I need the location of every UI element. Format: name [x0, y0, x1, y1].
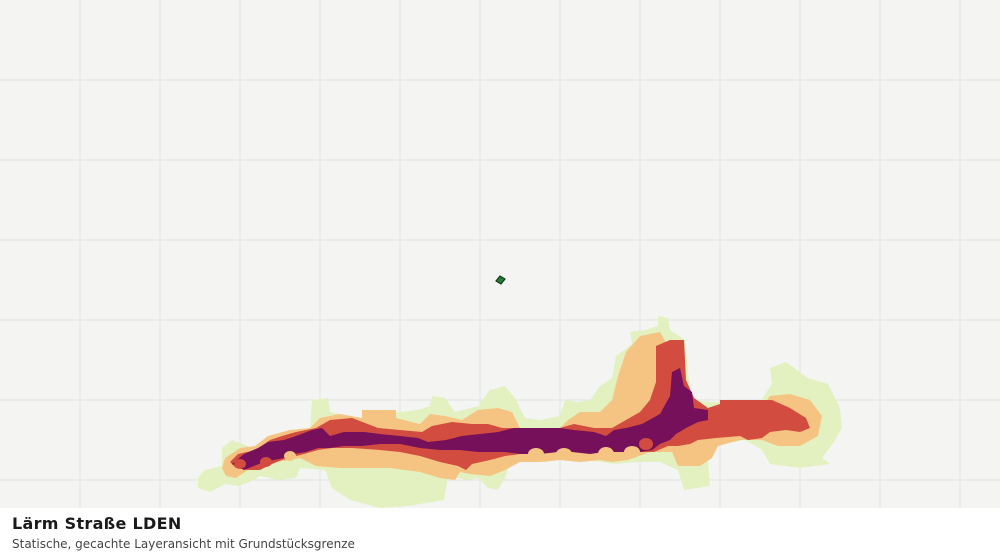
noise-zone-4	[232, 368, 708, 470]
map-canvas	[0, 0, 1000, 508]
layer-caption: Lärm Straße LDEN Statische, gecachte Lay…	[0, 508, 1000, 560]
layer-subtitle: Statische, gecachte Layeransicht mit Gru…	[12, 537, 355, 551]
parcel-boundary-marker[interactable]	[495, 275, 506, 285]
layer-title: Lärm Straße LDEN	[12, 514, 182, 533]
noise-map[interactable]	[0, 0, 1000, 508]
